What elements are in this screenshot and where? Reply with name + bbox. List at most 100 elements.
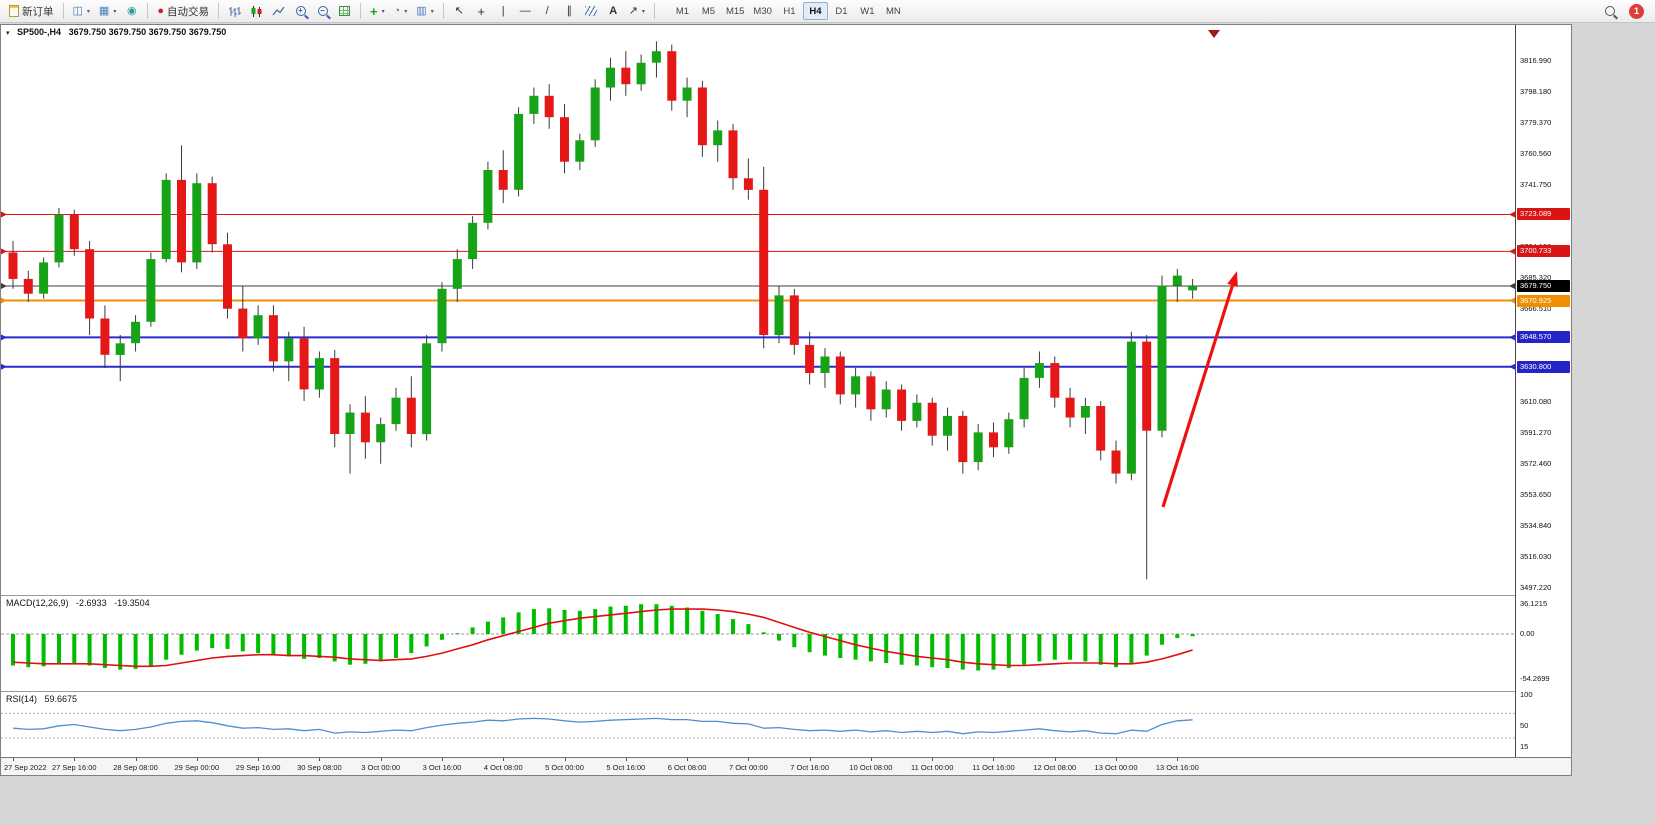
macd-signal-value: -19.3504 (114, 598, 150, 608)
caret-down-icon: ▾ (404, 8, 408, 15)
horizontal-line-tool-button[interactable]: ― (515, 2, 536, 21)
new-order-button[interactable]: 新订单 (5, 2, 58, 21)
macd-histogram-bar (348, 634, 352, 665)
profiles-button[interactable]: ▦ ▾ (95, 2, 120, 21)
candle (8, 252, 18, 279)
candle (161, 179, 171, 260)
price-axis-tick: 3816.990 (1520, 55, 1552, 65)
channel-tool-button[interactable]: ∥ (559, 2, 580, 21)
timeframe-MN[interactable]: MN (881, 2, 906, 20)
new-chart-button[interactable]: ◫ ▾ (69, 2, 94, 21)
price-axis-tick: 3760.560 (1520, 148, 1552, 158)
horizontal-line-icon: ― (519, 4, 531, 17)
macd-histogram-bar (455, 633, 460, 635)
chart-symbol-period: SP500-,H4 (17, 27, 62, 37)
notification-badge[interactable]: 1 (1629, 3, 1644, 19)
templates-button[interactable]: ▥ ▾ (412, 2, 437, 21)
price-chart-canvas[interactable] (1, 25, 1515, 595)
macd-histogram-bar (210, 634, 215, 649)
rsi-axis-tick: 15 (1520, 742, 1529, 752)
line-chart-mode-button[interactable] (268, 2, 289, 21)
auto-trading-label: 自动交易 (167, 5, 209, 18)
macd-histogram-bar (133, 634, 138, 669)
macd-histogram-bar (286, 634, 291, 657)
timeframe-M1[interactable]: M1 (670, 2, 695, 20)
candle (391, 397, 401, 425)
vertical-line-tool-button[interactable]: | (493, 2, 514, 21)
time-axis-label: 3 Oct 00:00 (361, 763, 401, 772)
price-axis-tick: 3497.220 (1520, 583, 1552, 593)
fibonacci-tool-button[interactable] (581, 2, 602, 21)
macd-histogram-bar (102, 634, 107, 668)
time-axis-tick (625, 758, 627, 761)
macd-histogram-bar (593, 609, 598, 634)
macd-histogram-bar (378, 634, 383, 662)
timeframe-D1[interactable]: D1 (829, 2, 854, 20)
time-axis-tick (503, 758, 505, 761)
text-tool-icon: A (609, 4, 618, 17)
time-axis-tick (380, 758, 382, 761)
macd-histogram-bar (470, 627, 475, 634)
search-button[interactable] (1599, 2, 1620, 21)
candlestick-mode-button[interactable] (246, 2, 267, 21)
candle (912, 402, 922, 421)
zoom-out-button[interactable]: − (312, 2, 333, 21)
price-axis-tick: 3685.320 (1520, 272, 1552, 282)
candle (851, 376, 861, 395)
search-icon (1604, 6, 1615, 16)
bar-chart-mode-button[interactable] (224, 2, 245, 21)
toolbar-separator (147, 3, 149, 19)
time-axis-tick (1116, 758, 1118, 761)
timeframe-W1[interactable]: W1 (855, 2, 880, 20)
candle (1142, 341, 1152, 431)
crosshair-tool-button[interactable]: + (471, 2, 492, 21)
auto-trading-button[interactable]: ● 自动交易 (153, 2, 213, 21)
candle (743, 178, 753, 190)
trend-arrow-head[interactable] (1227, 271, 1238, 287)
macd-histogram-bar (440, 634, 444, 640)
trendline-tool-button[interactable]: / (537, 2, 558, 21)
refresh-button[interactable]: ◉ (121, 2, 142, 21)
macd-canvas[interactable] (1, 596, 1515, 691)
price-axis-tick: 3779.370 (1520, 117, 1552, 127)
rsi-pane[interactable]: RSI(14) 59.6675 (1, 691, 1515, 757)
candle (529, 95, 539, 114)
chart-menu-caret-icon[interactable]: ▾ (6, 30, 10, 37)
main-chart-pane[interactable]: ▾ SP500-,H4 3679.750 3679.750 3679.750 3… (1, 25, 1515, 595)
macd-pane[interactable]: MACD(12,26,9) -2.6933 -19.3504 (1, 595, 1515, 691)
time-axis[interactable]: 27 Sep 2022 27 Sep 16:00 28 Sep 08:00 29 Se… (1, 757, 1571, 775)
macd-histogram-bar (302, 634, 307, 659)
price-axis[interactable]: 3816.990 3798.180 3779.370 3760.560 3741.750… (1515, 25, 1570, 757)
candle (1188, 285, 1198, 291)
candle (468, 222, 478, 260)
arrow-shape-icon: ↗ (628, 4, 638, 17)
timeframe-M5[interactable]: M5 (696, 2, 721, 20)
cursor-tool-button[interactable]: ↖ (449, 2, 470, 21)
zoom-in-button[interactable]: + (290, 2, 311, 21)
macd-histogram-bar (41, 634, 46, 667)
macd-histogram-bar (654, 604, 659, 634)
rsi-canvas[interactable] (1, 692, 1515, 757)
caret-down-icon: ▾ (381, 8, 385, 15)
candle (973, 432, 983, 463)
toolbar-separator (218, 3, 219, 19)
timeframe-H1[interactable]: H1 (777, 2, 802, 20)
indicators-button[interactable]: + ▾ (366, 2, 389, 21)
level-right-marker-icon (1509, 248, 1515, 255)
candle (23, 278, 33, 294)
macd-histogram-bar (1129, 634, 1134, 663)
timeframe-H4[interactable]: H4 (802, 2, 828, 20)
trend-arrow-line[interactable] (1161, 284, 1235, 508)
time-axis-label: 11 Oct 00:00 (910, 763, 954, 772)
grid-toggle-button[interactable] (334, 2, 355, 21)
candle (299, 338, 309, 390)
candle (314, 358, 324, 390)
candle (805, 344, 815, 373)
text-tool-button[interactable]: A (603, 2, 624, 21)
timeframe-M30[interactable]: M30 (749, 2, 775, 20)
periods-button[interactable]: ◔ ▾ (390, 2, 412, 21)
timeframe-M15[interactable]: M15 (722, 2, 748, 20)
chart-shift-marker-icon[interactable] (1208, 30, 1220, 38)
arrows-tool-button[interactable]: ↗ ▾ (625, 2, 649, 21)
candle (437, 288, 447, 344)
